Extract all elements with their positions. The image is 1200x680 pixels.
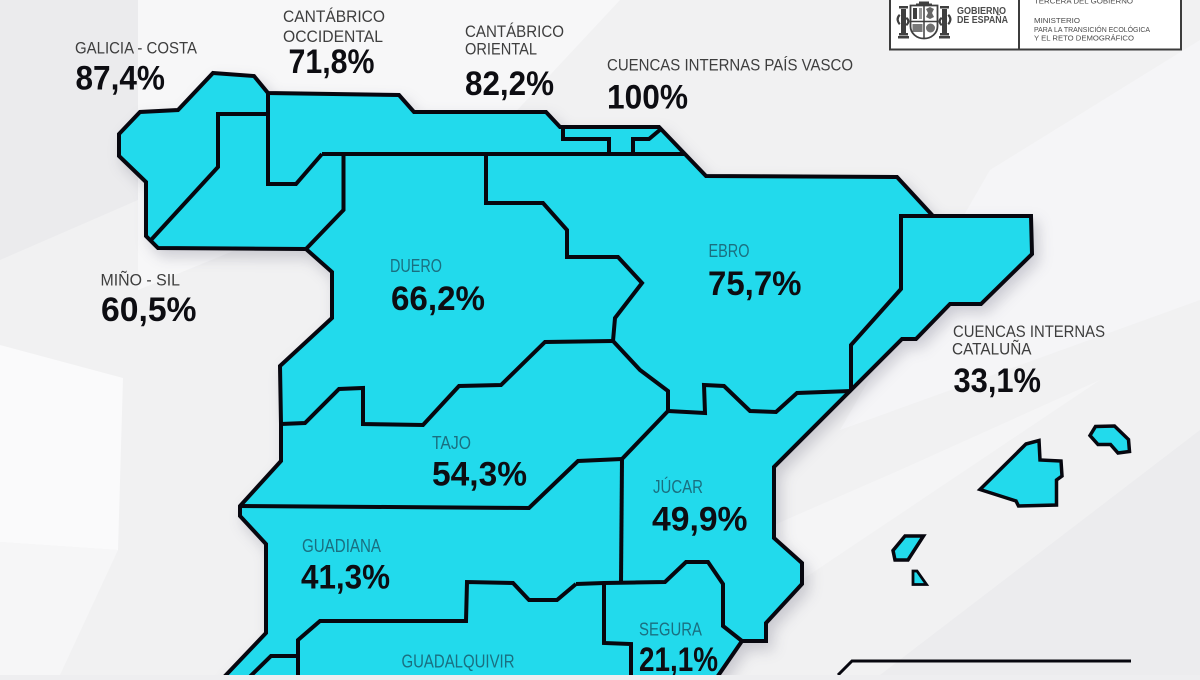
svg-text:EBRO: EBRO	[709, 241, 750, 261]
svg-text:21,1%: 21,1%	[639, 641, 718, 675]
svg-text:CUENCAS INTERNAS: CUENCAS INTERNAS	[953, 322, 1105, 341]
svg-text:87,4%: 87,4%	[76, 60, 166, 98]
svg-text:SEGURA: SEGURA	[639, 620, 702, 640]
svg-text:75,7%: 75,7%	[708, 265, 802, 303]
svg-text:Y EL RETO DEMOGRÁFICO: Y EL RETO DEMOGRÁFICO	[1034, 34, 1134, 43]
svg-text:GOBIERNO: GOBIERNO	[957, 6, 1006, 17]
svg-text:GUADALQUIVIR: GUADALQUIVIR	[402, 652, 515, 672]
svg-text:TAJO: TAJO	[432, 433, 471, 453]
svg-text:PARA LA TRANSICIÓN ECOLÓGICA: PARA LA TRANSICIÓN ECOLÓGICA	[1034, 25, 1150, 34]
svg-text:DUERO: DUERO	[390, 256, 442, 276]
svg-text:71,8%: 71,8%	[289, 43, 375, 81]
svg-text:DE ESPAÑA: DE ESPAÑA	[957, 13, 1008, 26]
svg-text:54,3%: 54,3%	[432, 456, 527, 494]
svg-text:41,3%: 41,3%	[301, 559, 390, 597]
svg-text:JÚCAR: JÚCAR	[653, 476, 703, 497]
svg-text:82,2%: 82,2%	[465, 65, 554, 103]
svg-text:GALICIA - COSTA: GALICIA - COSTA	[75, 39, 198, 58]
svg-text:66,2%: 66,2%	[391, 280, 485, 318]
svg-text:100%: 100%	[607, 79, 688, 117]
svg-text:49,9%: 49,9%	[652, 501, 748, 539]
svg-text:MIÑO - SIL: MIÑO - SIL	[101, 271, 181, 290]
svg-text:CATALUÑA: CATALUÑA	[952, 340, 1032, 359]
svg-text:GUADIANA: GUADIANA	[302, 536, 381, 556]
svg-text:ORIENTAL: ORIENTAL	[465, 40, 537, 59]
svg-text:MINISTERIO: MINISTERIO	[1034, 16, 1080, 25]
svg-text:CANTÁBRICO: CANTÁBRICO	[283, 7, 385, 26]
svg-text:60,5%: 60,5%	[101, 291, 197, 329]
svg-text:CUENCAS INTERNAS PAÍS VASCO: CUENCAS INTERNAS PAÍS VASCO	[607, 56, 853, 75]
svg-text:33,1%: 33,1%	[954, 362, 1042, 400]
svg-text:OCCIDENTAL: OCCIDENTAL	[283, 27, 383, 46]
svg-text:CANTÁBRICO: CANTÁBRICO	[465, 22, 564, 41]
svg-text:TERCERA DEL GOBIERNO: TERCERA DEL GOBIERNO	[1034, 0, 1133, 6]
